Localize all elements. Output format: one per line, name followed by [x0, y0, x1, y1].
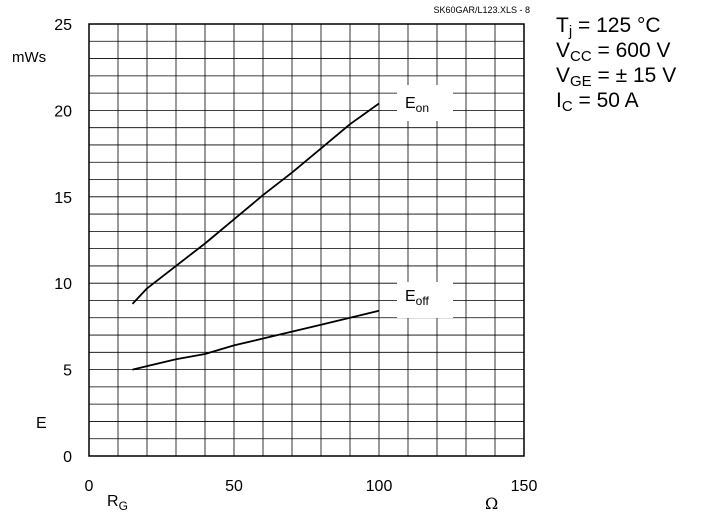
- condition-symbol: I: [556, 89, 562, 112]
- source-note: SK60GAR/L123.XLS - 8: [433, 5, 530, 15]
- series-label-off: Eoff: [405, 288, 429, 308]
- x-axis-label-sub: G: [119, 499, 128, 513]
- series-label-sub: off: [416, 294, 430, 308]
- condition-value: = ± 15 V: [591, 64, 677, 87]
- series-label-main: E: [405, 95, 416, 112]
- condition-vcc: VCC = 600 V: [556, 39, 671, 65]
- x-tick-label: 100: [366, 478, 393, 495]
- plot-frame: [88, 23, 525, 457]
- series-label-on: Eon: [405, 95, 429, 115]
- condition-subscript: CC: [570, 48, 592, 65]
- condition-subscript: j: [568, 23, 573, 40]
- y-unit: mWs: [12, 49, 46, 66]
- condition-tj: Tj = 125 °C: [556, 14, 661, 40]
- series-label-sub: on: [416, 101, 429, 115]
- y-tick-label: 0: [63, 449, 72, 466]
- x-axis-unit: Ω: [485, 494, 498, 513]
- condition-subscript: C: [561, 98, 573, 115]
- series-label-background: [397, 282, 453, 318]
- condition-symbol: V: [556, 39, 571, 62]
- condition-value: = 125 °C: [572, 14, 661, 37]
- x-axis-label: RG: [107, 493, 128, 513]
- y-tick-label: 20: [54, 103, 72, 120]
- tick-labels: 0 50 100 150 0 5 10 15 20 25: [54, 17, 537, 495]
- x-tick-label: 150: [511, 478, 538, 495]
- x-tick-label: 50: [225, 478, 243, 495]
- condition-vge: VGE = ± 15 V: [556, 64, 677, 90]
- condition-symbol: T: [556, 14, 569, 37]
- chart-series: [131, 102, 380, 371]
- series-line-on: [131, 102, 380, 305]
- y-axis-label: E: [36, 415, 47, 432]
- series-line-off: [132, 309, 380, 371]
- x-tick-label: 0: [85, 478, 94, 495]
- chart-grid: [89, 24, 524, 456]
- y-tick-label: 10: [54, 276, 72, 293]
- condition-value: = 50 A: [572, 89, 639, 112]
- condition-symbol: V: [556, 64, 571, 87]
- y-tick-label: 25: [54, 17, 72, 34]
- condition-value: = 600 V: [591, 39, 671, 62]
- y-tick-label: 15: [54, 190, 72, 207]
- series-label-main: E: [405, 288, 416, 305]
- y-tick-label: 5: [63, 363, 72, 380]
- condition-subscript: GE: [570, 73, 592, 90]
- condition-ic: IC = 50 A: [556, 89, 639, 115]
- series-label-background: [397, 85, 453, 121]
- x-axis-label-main: R: [107, 493, 119, 510]
